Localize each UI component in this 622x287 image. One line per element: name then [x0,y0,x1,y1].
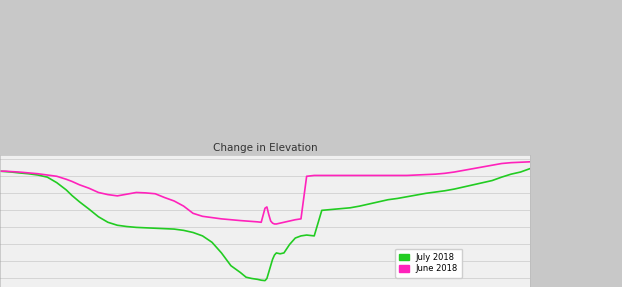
Line: July 2018: July 2018 [0,169,530,281]
July 2018 [34,173,42,177]
July 2018 [261,279,269,282]
Legend: July 2018, June 2018: July 2018, June 2018 [395,249,462,278]
July 2018 [526,167,534,170]
June 2018 [271,222,278,226]
July 2018 [0,169,4,173]
July 2018 [517,170,524,174]
July 2018 [189,231,197,234]
June 2018 [104,193,111,196]
June 2018 [280,220,287,224]
June 2018 [517,160,524,164]
June 2018 [199,215,207,218]
July 2018 [199,234,207,238]
July 2018 [104,220,111,224]
Title: Change in Elevation: Change in Elevation [213,143,317,153]
June 2018 [526,160,534,164]
June 2018 [0,169,4,173]
June 2018 [189,212,197,215]
Line: June 2018: June 2018 [0,162,530,224]
June 2018 [34,172,42,175]
July 2018 [280,251,287,255]
